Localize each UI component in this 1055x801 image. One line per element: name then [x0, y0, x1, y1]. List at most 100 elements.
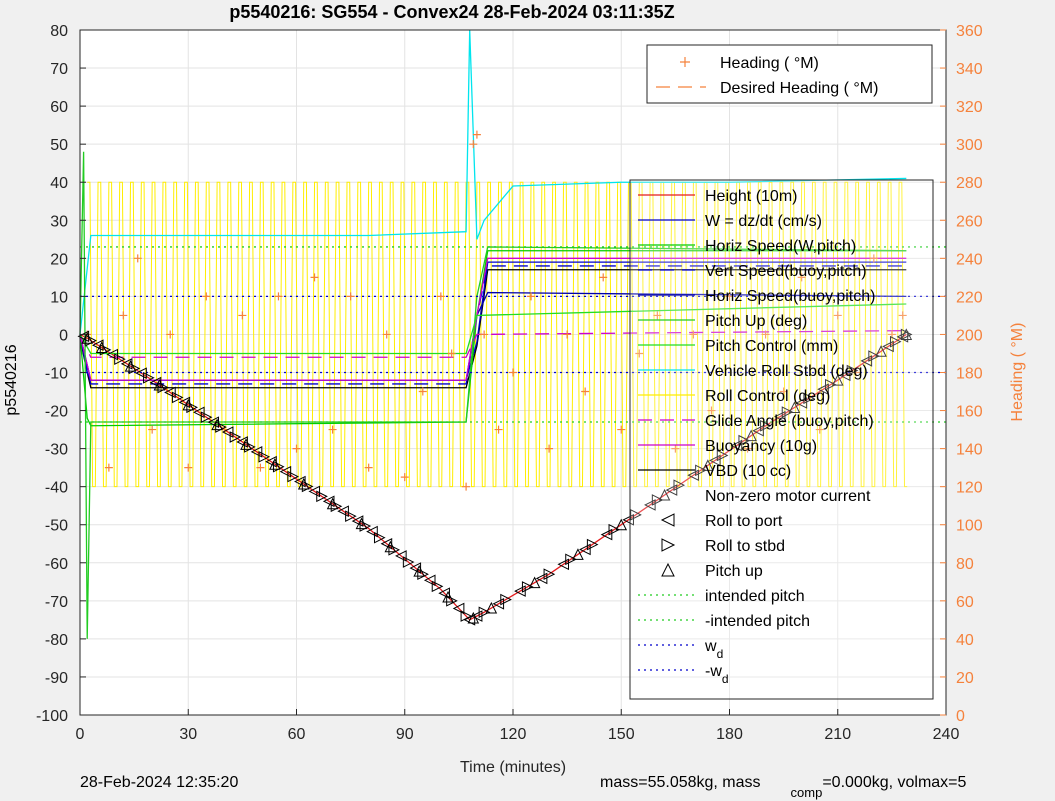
marker-right: [373, 531, 386, 544]
y-tick-label: -10: [45, 366, 68, 383]
marker-left: [221, 426, 234, 438]
y2-tick-label: 40: [956, 632, 974, 649]
legend-label: intended pitch: [705, 588, 805, 605]
marker-right: [673, 479, 686, 491]
heading-point: [469, 140, 478, 149]
heading-point: [635, 349, 644, 358]
legend-label: Non-zero motor current: [705, 488, 871, 505]
marker-right: [388, 544, 401, 556]
heading-point: [133, 254, 142, 263]
marker-left: [337, 505, 349, 518]
marker-up: [355, 517, 368, 530]
y-tick-label: 70: [50, 61, 68, 78]
legend-label: Vert Speed(buoy,pitch): [705, 263, 867, 280]
marker-up: [124, 360, 137, 372]
x-axis-label: Time (minutes): [460, 759, 566, 776]
legend-label: Roll Control (deg): [705, 388, 830, 405]
series-buoyancy-10g: [79, 257, 907, 381]
heading-point: [761, 330, 770, 339]
heading-point: [184, 463, 193, 472]
y2-tick-label: 180: [956, 366, 983, 383]
y2-tick-label: 360: [956, 23, 983, 40]
legend-entry-horiz-speed-w-pitch: Horiz Speed(W,pitch): [638, 238, 856, 255]
marker-left: [452, 602, 465, 615]
x-tick-label: 240: [933, 726, 960, 743]
legend-entry-intended-pitch: intended pitch: [638, 588, 805, 605]
marker-left: [135, 367, 147, 379]
y2-tick-label: 300: [956, 137, 983, 154]
heading-point: [797, 273, 806, 282]
y-tick-label: 10: [50, 289, 68, 306]
marker-left: [514, 585, 526, 597]
roll-to-stbd-icon: [661, 538, 676, 552]
y2-tick-label: 140: [956, 442, 983, 459]
y-tick-label: 80: [50, 23, 68, 40]
marker-left: [106, 348, 118, 361]
heading-point: [617, 425, 626, 434]
y2-axis-label: Heading ( °M): [1009, 323, 1026, 422]
heading-point: [671, 444, 680, 453]
heading-point: [815, 425, 824, 434]
marker-left: [423, 574, 436, 587]
marker-right: [316, 490, 328, 503]
marker-right: [287, 470, 300, 483]
marker-right: [417, 568, 429, 581]
y2-tick-label: 20: [956, 670, 974, 687]
marker-left: [192, 406, 205, 419]
footer-mass: mass=55.058kg, mass comp=0.000kg, volmax=…: [600, 774, 966, 800]
legend-entry-pitch-up: Pitch up: [661, 562, 763, 580]
marker-up: [182, 398, 195, 411]
heading-point: [328, 425, 337, 434]
heading-point: [238, 311, 247, 320]
marker-right: [431, 580, 444, 593]
heading-point: [509, 368, 517, 377]
marker-left: [687, 469, 699, 482]
legend-entry-glide-angle-buoy-pitch: Glide Angle (buoy,pitch): [638, 413, 874, 430]
legend-top-label: Heading ( °M): [720, 55, 819, 72]
heading-point: [898, 311, 907, 320]
legend-entry-roll-control-deg: Roll Control (deg): [638, 388, 830, 405]
series-heading-m: [83, 130, 907, 491]
marker-up: [442, 590, 454, 603]
marker-left: [773, 410, 786, 423]
legend-entry-intended-pitch: -intended pitch: [638, 613, 810, 630]
series-roll-to-port: [77, 330, 909, 626]
marker-left: [279, 465, 292, 478]
marker-up: [900, 328, 913, 340]
marker-up: [297, 477, 310, 490]
marker-left: [838, 369, 851, 382]
legend-main-box: [629, 179, 934, 700]
y-tick-label: -20: [45, 404, 68, 421]
heading-point: [462, 482, 471, 491]
legend-label: Glide Angle (buoy,pitch): [705, 413, 874, 430]
x-tick-label: 210: [824, 726, 851, 743]
heading-point: [472, 130, 481, 139]
x-tick-label: 60: [288, 726, 306, 743]
y-tick-label: 0: [59, 327, 68, 344]
marker-up: [384, 540, 397, 553]
y-tick-label: 60: [50, 99, 68, 116]
marker-right: [460, 610, 473, 622]
y2-tick-label: 160: [956, 404, 983, 421]
marker-left: [557, 558, 570, 571]
marker-right: [114, 353, 126, 365]
marker-left: [492, 597, 505, 610]
y-tick-label: 30: [50, 213, 68, 230]
marker-right: [868, 350, 880, 362]
marker-right: [171, 391, 184, 404]
heading-point: [202, 292, 211, 301]
y2-tick-label: 80: [956, 556, 974, 573]
heading-point: [447, 349, 456, 358]
legend-top-label: Desired Heading ( °M): [720, 80, 878, 97]
y2-tick-label: 120: [956, 480, 983, 497]
heading-point: [480, 330, 489, 339]
y-tick-label: -70: [45, 594, 68, 611]
marker-right: [345, 510, 357, 522]
marker-left: [600, 528, 613, 541]
marker-up: [615, 518, 628, 531]
legend-top-box: [646, 44, 933, 104]
y2-tick-label: 280: [956, 175, 983, 192]
y2-tick-label: 260: [956, 213, 983, 230]
marker-right: [200, 411, 213, 424]
